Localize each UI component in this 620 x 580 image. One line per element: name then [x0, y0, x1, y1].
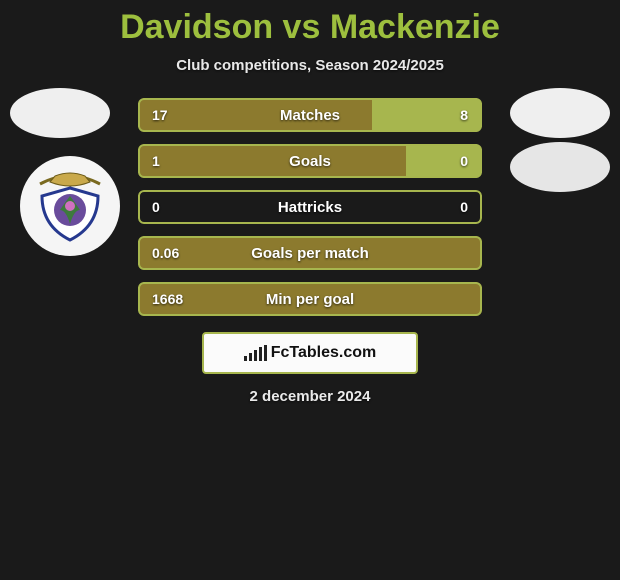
bars-icon [244, 345, 267, 361]
stat-row-matches: 178Matches [138, 98, 482, 132]
comparison-chart: 178Matches 10Goals 00Hattricks 0.06Goals pe… [0, 98, 620, 405]
metric-label: Hattricks [138, 190, 482, 224]
stat-row-goals-per-match: 0.06Goals per match [138, 236, 482, 270]
metric-label: Matches [138, 98, 482, 132]
subtitle: Club competitions, Season 2024/2025 [0, 57, 620, 74]
stat-row-min-per-goal: 1668Min per goal [138, 282, 482, 316]
crest-icon [30, 166, 110, 246]
brand-box[interactable]: FcTables.com [202, 332, 418, 374]
metric-label: Goals per match [138, 236, 482, 270]
brand-label: FcTables.com [271, 344, 377, 362]
stat-row-hattricks: 00Hattricks [138, 190, 482, 224]
metric-label: Min per goal [138, 282, 482, 316]
player-right-avatar-1 [510, 88, 610, 138]
stat-row-goals: 10Goals [138, 144, 482, 178]
player-left-club-crest [20, 156, 120, 256]
page-title: Davidson vs Mackenzie [0, 0, 620, 47]
player-right-avatar-2 [510, 142, 610, 192]
metric-label: Goals [138, 144, 482, 178]
date-label: 2 december 2024 [0, 388, 620, 405]
stat-rows: 178Matches 10Goals 00Hattricks 0.06Goals pe… [138, 98, 482, 316]
player-left-avatar [10, 88, 110, 138]
